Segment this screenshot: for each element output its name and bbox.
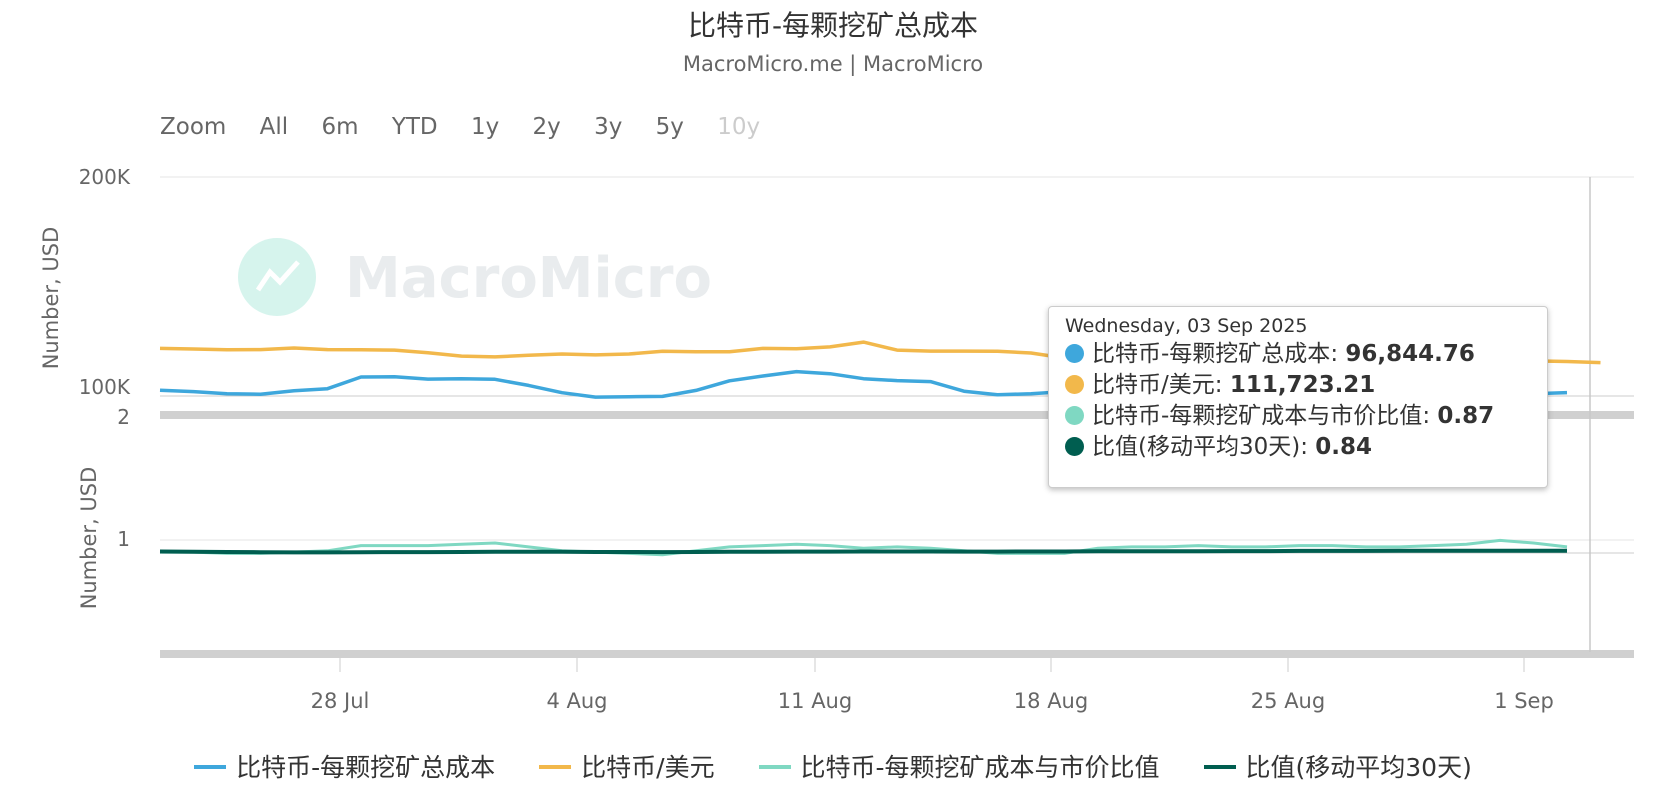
tooltip-row-label: 比特币-每颗挖矿总成本 xyxy=(1092,341,1331,367)
tooltip: Wednesday, 03 Sep 2025 比特币-每颗挖矿总成本: 96,8… xyxy=(1048,306,1548,488)
mint-dot-icon xyxy=(1065,406,1084,425)
legend-item-btc-usd[interactable]: 比特币/美元 xyxy=(539,748,715,784)
legend-label: 比特币-每颗挖矿成本与市价比值 xyxy=(800,753,1160,782)
watermark-logo-mark xyxy=(255,260,300,292)
x-tick-label: 18 Aug xyxy=(1014,689,1088,713)
legend-swatch-icon xyxy=(539,765,572,769)
zoom-all-button[interactable]: All xyxy=(259,114,289,140)
chart-subtitle: MacroMicro.me | MacroMicro xyxy=(682,52,984,76)
tooltip-row-cost-ratio: 比特币-每颗挖矿成本与市价比值: 0.87 xyxy=(1065,401,1531,432)
zoom-2y-button[interactable]: 2y xyxy=(532,114,561,140)
legend-swatch-icon xyxy=(758,765,791,769)
tooltip-row-mining-cost: 比特币-每颗挖矿总成本: 96,844.76 xyxy=(1065,339,1531,370)
y-tick-label: 1 xyxy=(117,527,130,551)
tooltip-row-label: 比值(移动平均30天) xyxy=(1092,434,1301,460)
tooltip-row-ratio-ma30: 比值(移动平均30天): 0.84 xyxy=(1065,432,1531,463)
y-tick-label: 200K xyxy=(79,165,131,189)
legend-swatch-icon xyxy=(194,765,227,769)
dark-green-dot-icon xyxy=(1065,437,1084,456)
x-tick-label: 1 Sep xyxy=(1494,689,1554,713)
legend: 比特币-每颗挖矿总成本 比特币/美元 比特币-每颗挖矿成本与市价比值 比值(移动… xyxy=(0,748,1666,784)
watermark-text: MacroMicro xyxy=(345,246,712,311)
zoom-bar: Zoom All 6m YTD 1y 2y 3y 5y 10y xyxy=(160,114,786,140)
x-tick-label: 11 Aug xyxy=(778,689,852,713)
x-axis-bar xyxy=(160,650,1634,658)
zoom-3y-button[interactable]: 3y xyxy=(594,114,623,140)
tooltip-row-label: 比特币-每颗挖矿成本与市价比值 xyxy=(1092,403,1423,429)
y-tick-label: 100K xyxy=(79,375,131,399)
y-axis-label: Number, USD xyxy=(39,227,63,370)
tooltip-date: Wednesday, 03 Sep 2025 xyxy=(1065,315,1308,337)
legend-item-mining-cost[interactable]: 比特币-每颗挖矿总成本 xyxy=(194,748,495,784)
chart-title: 比特币-每颗挖矿总成本 xyxy=(687,9,979,42)
tooltip-row-value: 0.84 xyxy=(1315,434,1373,460)
legend-item-cost-ratio[interactable]: 比特币-每颗挖矿成本与市价比值 xyxy=(758,748,1160,784)
tooltip-row-label: 比特币/美元 xyxy=(1092,372,1215,398)
blue-dot-icon xyxy=(1065,344,1084,363)
x-tick-label: 28 Jul xyxy=(311,689,370,713)
x-tick-label: 25 Aug xyxy=(1251,689,1325,713)
orange-dot-icon xyxy=(1065,375,1084,394)
y-tick-label: 2 xyxy=(117,405,130,429)
tooltip-row-value: 0.87 xyxy=(1437,403,1495,429)
legend-swatch-icon xyxy=(1203,765,1236,769)
zoom-5y-button[interactable]: 5y xyxy=(655,114,684,140)
legend-label: 比值(移动平均30天) xyxy=(1245,753,1472,782)
watermark-logo: MacroMicro xyxy=(238,238,712,316)
x-tick-label: 4 Aug xyxy=(546,689,607,713)
zoom-6m-button[interactable]: 6m xyxy=(321,114,359,140)
tooltip-row-btc-usd: 比特币/美元: 111,723.21 xyxy=(1065,370,1531,401)
pane-separator-bar xyxy=(160,411,1634,419)
legend-item-ratio-ma30[interactable]: 比值(移动平均30天) xyxy=(1203,748,1472,784)
y-axis-label: Number, USD xyxy=(77,467,101,610)
zoom-ytd-button[interactable]: YTD xyxy=(391,114,438,140)
legend-label: 比特币/美元 xyxy=(581,753,715,782)
series-line-cost-ratio xyxy=(160,538,1568,557)
zoom-1y-button[interactable]: 1y xyxy=(470,114,500,140)
zoom-label: Zoom xyxy=(160,114,227,140)
tooltip-row-value: 111,723.21 xyxy=(1229,372,1376,398)
zoom-10y-button: 10y xyxy=(717,114,761,140)
tooltip-row-value: 96,844.76 xyxy=(1345,341,1475,367)
series-line-ratio-ma30 xyxy=(159,548,1567,555)
legend-label: 比特币-每颗挖矿总成本 xyxy=(236,753,496,782)
